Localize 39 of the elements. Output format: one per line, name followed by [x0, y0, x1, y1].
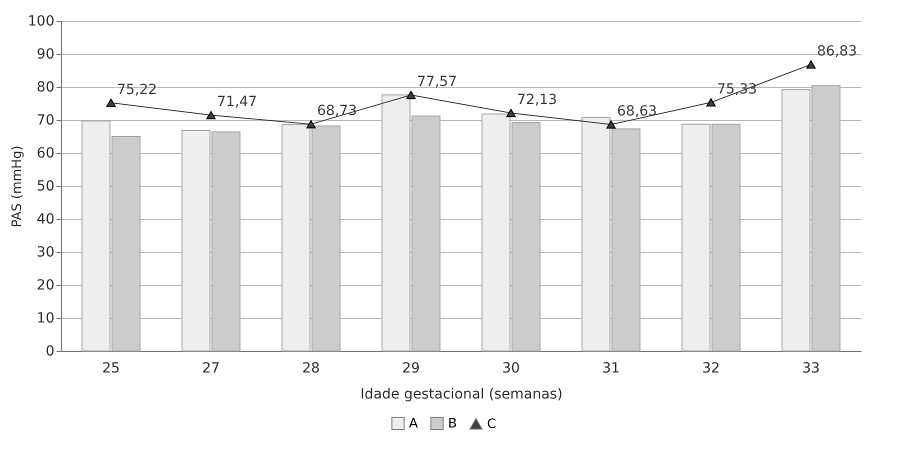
legend-label: A [409, 416, 418, 432]
data-label: 71,47 [217, 94, 258, 110]
point [606, 120, 616, 129]
data-label: 68,73 [317, 103, 358, 120]
point [806, 60, 816, 69]
x-tick-label: 27 [202, 360, 220, 376]
point [406, 90, 416, 100]
y-tick-label: 70 [36, 112, 54, 128]
y-tick-label: 50 [36, 178, 54, 194]
y-tick-label: 30 [36, 244, 54, 260]
x-tick-label: 25 [102, 360, 120, 376]
data-label: 72,13 [517, 92, 558, 108]
point [306, 120, 316, 128]
y-tick-label: 10 [36, 310, 54, 326]
x-tick-label: 33 [802, 360, 820, 376]
x-tick-label: 28 [302, 360, 320, 376]
data-label: 75,22 [117, 82, 158, 98]
x-axis-title: Idade gestacional (semanas) [360, 386, 563, 402]
point [706, 98, 716, 107]
y-tick-label: 0 [46, 344, 54, 360]
x-tick-label: 32 [702, 360, 720, 376]
y-tick-label: 40 [36, 212, 54, 228]
y-tick-label: 20 [36, 278, 54, 294]
data-label: 68,63 [617, 104, 658, 120]
x-tick-label: 29 [402, 360, 420, 376]
point [206, 111, 216, 120]
x-tick-label: 31 [602, 360, 620, 376]
y-tick-label: 80 [36, 80, 54, 96]
legend-label: B [448, 416, 457, 432]
point [106, 98, 116, 107]
point [506, 108, 516, 118]
y-axis-title: PAS (mmHg) [10, 146, 25, 228]
y-tick-label: 100 [28, 14, 54, 30]
data-label: 77,57 [417, 74, 458, 90]
x-tick-label: 30 [502, 360, 520, 376]
data-label: 86,83 [817, 43, 858, 60]
legend-label: C [487, 416, 496, 432]
y-tick-label: 90 [36, 46, 54, 62]
y-tick-label: 60 [36, 146, 54, 162]
